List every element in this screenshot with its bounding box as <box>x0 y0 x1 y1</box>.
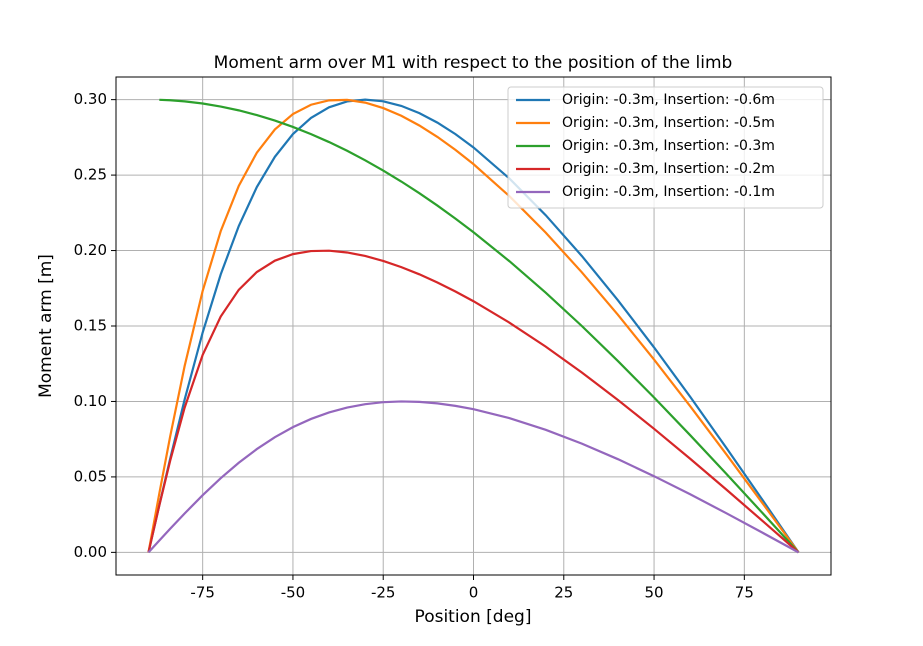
x-tick-label: 0 <box>469 584 479 602</box>
y-tick-label: 0.10 <box>74 392 107 410</box>
x-tick-label: 25 <box>554 584 573 602</box>
legend-label: Origin: -0.3m, Insertion: -0.2m <box>562 161 775 177</box>
series-line <box>147 98 800 553</box>
y-axis-label: Moment arm [m] <box>36 254 56 398</box>
series-line <box>147 400 800 554</box>
y-tick-label: 0.15 <box>74 317 107 335</box>
chart-title: Moment arm over M1 with respect to the p… <box>214 53 733 73</box>
y-tick-label: 0.25 <box>74 166 107 184</box>
legend-label: Origin: -0.3m, Insertion: -0.6m <box>562 92 775 108</box>
x-tick-label: 75 <box>735 584 754 602</box>
legend-label: Origin: -0.3m, Insertion: -0.5m <box>562 115 775 131</box>
legend-label: Origin: -0.3m, Insertion: -0.3m <box>562 138 775 154</box>
x-tick-label: 50 <box>645 584 664 602</box>
y-tick-label: 0.00 <box>74 543 107 561</box>
plot-frame <box>115 76 832 576</box>
x-tick-label: -75 <box>190 584 215 602</box>
legend-label: Origin: -0.3m, Insertion: -0.1m <box>562 184 775 200</box>
y-tick-label: 0.30 <box>74 90 107 108</box>
series-line <box>159 98 800 554</box>
x-axis-label: Position [deg] <box>415 607 532 627</box>
x-tick-label: -50 <box>281 584 306 602</box>
series-line <box>147 98 800 554</box>
y-tick-label: 0.20 <box>74 241 107 259</box>
series-line <box>147 249 800 554</box>
x-tick-label: -25 <box>371 584 396 602</box>
legend-box <box>507 86 824 209</box>
y-tick-label: 0.05 <box>74 467 107 485</box>
